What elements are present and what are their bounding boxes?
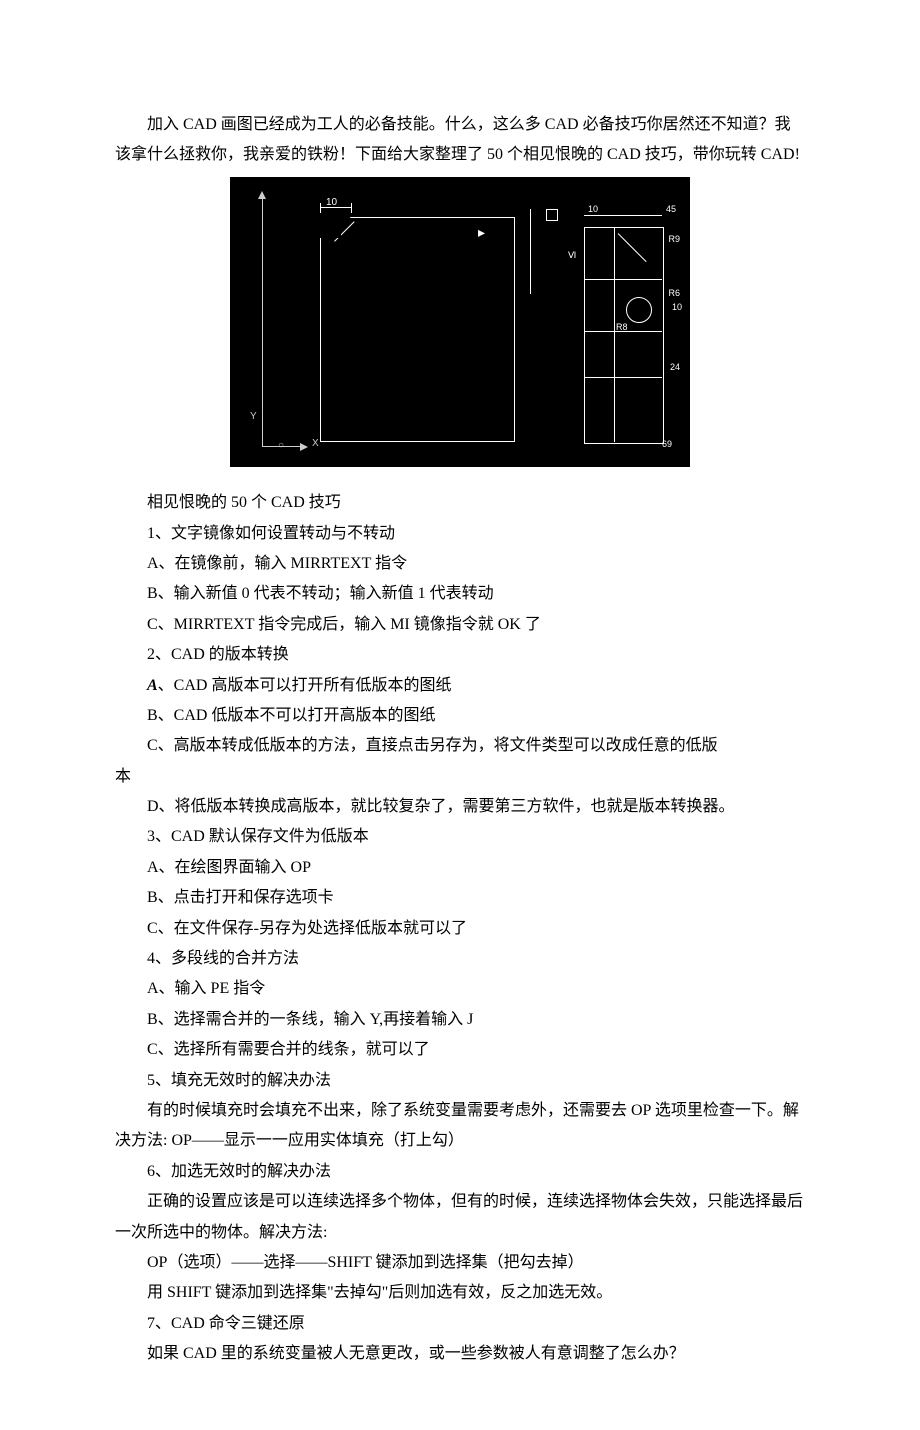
pickbox-icon: [546, 209, 558, 221]
section-body: 正确的设置应该是可以连续选择多个物体，但有的时候，连续选择物体会失效，只能选择最…: [115, 1187, 805, 1248]
section-item: A、输入 PE 指令: [115, 974, 805, 1004]
vertical-ref-line: [530, 209, 531, 294]
section-item: C、高版本转成低版本的方法，直接点击另存为，将文件类型可以改成任意的低版: [115, 731, 805, 761]
axis-x-arrow-icon: [300, 443, 308, 451]
section-body: 有的时候填充时会填充不出来，除了系统变量需要考虑外，还需要去 OP 选项里检查一…: [115, 1096, 805, 1157]
right-vertical-line: [614, 227, 615, 442]
axis-y-line: [262, 197, 263, 447]
axis-y-label: Y: [250, 407, 257, 426]
section-body: 用 SHIFT 键添加到选择集"去掉勾"后则加选有效，反之加选无效。: [115, 1278, 805, 1308]
section-item: A、在镜像前，输入 MIRRTEXT 指令: [115, 549, 805, 579]
section-item: C、MIRRTEXT 指令完成后，输入 MI 镜像指令就 OK 了: [115, 610, 805, 640]
dim-top-value: 10: [326, 193, 337, 212]
cad-figure: Y X ○ 10 ▸ 10 45 Ⅵ: [230, 177, 690, 467]
axis-x-label: X: [312, 434, 319, 453]
right-label-1: Ⅵ: [568, 247, 576, 264]
right-circle: [626, 297, 652, 323]
right-label-4: 10: [672, 299, 682, 316]
axis-y-arrow-icon: [258, 191, 266, 199]
section-item: D、将低版本转换成高版本，就比较复杂了，需要第三方软件，也就是版本转换器。: [115, 792, 805, 822]
section-title: 7、CAD 命令三键还原: [115, 1309, 805, 1339]
right-inner-line-1: [584, 279, 662, 280]
axis-origin-label: ○: [278, 436, 284, 455]
dim-top-line: [320, 207, 352, 208]
section-body: OP（选项）——选择——SHIFT 键添加到选择集（把勾去掉）: [115, 1248, 805, 1278]
section-item: C、在文件保存-另存为处选择低版本就可以了: [115, 914, 805, 944]
section-title: 4、多段线的合并方法: [115, 944, 805, 974]
intro-paragraph: 加入 CAD 画图已经成为工人的必备技能。什么，这么多 CAD 必备技巧你居然还…: [115, 110, 805, 171]
sections-container: 1、文字镜像如何设置转动与不转动A、在镜像前，输入 MIRRTEXT 指令B、输…: [115, 519, 805, 1370]
right-detail-drawing: 10 45 Ⅵ R9 R6 10 24 R8 69: [566, 199, 678, 449]
right-label-2: R9: [668, 231, 680, 248]
section-title: 1、文字镜像如何设置转动与不转动: [115, 519, 805, 549]
section-title: 2、CAD 的版本转换: [115, 640, 805, 670]
section-title: 6、加选无效时的解决办法: [115, 1157, 805, 1187]
section-item: B、选择需合并的一条线，输入 Y,再接着输入 J: [115, 1005, 805, 1035]
wrapped-line: 本: [115, 762, 805, 792]
right-label-5: 24: [670, 359, 680, 376]
section-item: A、CAD 高版本可以打开所有低版本的图纸: [115, 671, 805, 701]
cursor-icon: ▸: [478, 219, 485, 246]
right-label-7: 69: [662, 436, 672, 453]
right-inner-line-3: [584, 377, 662, 378]
section-body: 如果 CAD 里的系统变量被人无意更改，或一些参数被人有意调整了怎么办？: [115, 1339, 805, 1369]
section-title: 3、CAD 默认保存文件为低版本: [115, 822, 805, 852]
section-item: B、点击打开和保存选项卡: [115, 883, 805, 913]
right-dim-45: 45: [666, 201, 676, 218]
section-item: B、CAD 低版本不可以打开高版本的图纸: [115, 701, 805, 731]
italic-a-label: A: [147, 677, 158, 694]
right-label-6: R8: [616, 319, 628, 336]
figure-container: Y X ○ 10 ▸ 10 45 Ⅵ: [115, 177, 805, 478]
list-heading: 相见恨晚的 50 个 CAD 技巧: [115, 488, 805, 518]
section-item: C、选择所有需要合并的线条，就可以了: [115, 1035, 805, 1065]
right-dim-line: [584, 215, 662, 216]
section-title: 5、填充无效时的解决办法: [115, 1066, 805, 1096]
chamfer-mask: [319, 216, 341, 238]
section-item: A、在绘图界面输入 OP: [115, 853, 805, 883]
section-item: B、输入新值 0 代表不转动；输入新值 1 代表转动: [115, 579, 805, 609]
main-profile-shape: [320, 217, 515, 442]
